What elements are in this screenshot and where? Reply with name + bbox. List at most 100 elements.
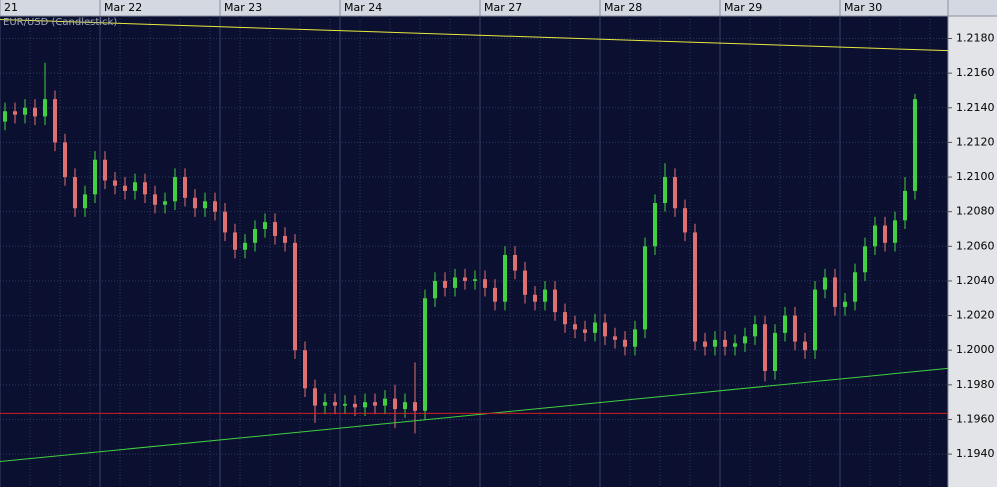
candle-body — [263, 222, 267, 229]
candle-body — [463, 277, 467, 281]
candle-body — [543, 289, 547, 302]
x-tick-label: Mar 28 — [604, 1, 642, 14]
candle-body — [643, 246, 647, 330]
candle-body — [803, 341, 807, 351]
y-tick-label: 1.2040 — [956, 274, 995, 287]
y-tick-label: 1.2100 — [956, 170, 995, 183]
price-axis-strip — [948, 16, 997, 487]
candle-body — [153, 194, 157, 205]
candle-body — [843, 301, 847, 307]
candle-body — [623, 339, 627, 347]
candle-body — [303, 350, 307, 389]
candle-body — [763, 324, 767, 371]
candle-body — [853, 272, 857, 302]
candle-body — [213, 201, 217, 212]
date-axis-strip — [0, 0, 997, 16]
candle-body — [323, 402, 327, 406]
candle-body — [573, 324, 577, 330]
y-tick-label: 1.2120 — [956, 135, 995, 148]
y-tick-label: 1.2060 — [956, 239, 995, 252]
candle-body — [733, 343, 737, 347]
candle-body — [413, 402, 417, 411]
candle-body — [523, 270, 527, 295]
candle-body — [703, 341, 707, 347]
x-tick-label: Mar 30 — [844, 1, 882, 14]
trend-line — [0, 18, 949, 52]
candle-body — [13, 111, 17, 115]
y-tick-label: 1.1980 — [956, 378, 995, 391]
x-tick-label: 21 — [4, 1, 18, 14]
candle-body — [443, 280, 447, 288]
candle-body — [823, 277, 827, 290]
y-tick-label: 1.1940 — [956, 447, 995, 460]
candle-body — [83, 194, 87, 209]
candle-body — [433, 280, 437, 299]
candle-body — [893, 220, 897, 243]
y-tick-label: 1.2080 — [956, 205, 995, 218]
candle-body — [333, 402, 337, 406]
candle-body — [3, 111, 7, 122]
candle-body — [563, 312, 567, 325]
y-tick-label: 1.2140 — [956, 101, 995, 114]
candle-body — [783, 315, 787, 333]
candle-body — [283, 235, 287, 243]
candle-body — [193, 197, 197, 209]
candle-body — [183, 177, 187, 198]
chart-title: EUR/USD (Candlestick) — [3, 17, 117, 28]
candle-body — [673, 177, 677, 209]
x-tick-label: Mar 23 — [224, 1, 262, 14]
candle-body — [483, 279, 487, 288]
candle-body — [713, 339, 717, 347]
candle-body — [103, 159, 107, 181]
candle-body — [913, 99, 917, 191]
candle-body — [73, 177, 77, 209]
x-tick-label: Mar 27 — [484, 1, 522, 14]
candle-body — [423, 298, 427, 411]
x-tick-label: Mar 29 — [724, 1, 762, 14]
candle-body — [163, 201, 167, 205]
candle-body — [113, 180, 117, 186]
candle-body — [233, 232, 237, 250]
candle-body — [553, 289, 557, 313]
candle-body — [363, 402, 367, 408]
candle-body — [603, 322, 607, 337]
candle-body — [173, 177, 177, 202]
candle-body — [253, 228, 257, 243]
candle-body — [773, 332, 777, 371]
candle-body — [273, 222, 277, 236]
candle-body — [753, 324, 757, 337]
candle-body — [43, 99, 47, 117]
y-tick-label: 1.2180 — [956, 32, 995, 45]
candle-body — [593, 322, 597, 333]
candle-body — [633, 329, 637, 347]
candle-body — [353, 403, 357, 408]
y-tick-label: 1.2000 — [956, 343, 995, 356]
trend-line — [0, 367, 949, 463]
y-tick-label: 1.1960 — [956, 412, 995, 425]
candle-body — [343, 403, 347, 406]
x-tick-label: Mar 22 — [104, 1, 142, 14]
candle-body — [503, 254, 507, 302]
candle-body — [833, 277, 837, 307]
candle-body — [533, 294, 537, 302]
candle-body — [743, 336, 747, 344]
candle-body — [223, 211, 227, 233]
candle-body — [313, 388, 317, 406]
candle-body — [863, 246, 867, 273]
candle-body — [813, 289, 817, 351]
candle-body — [403, 402, 407, 410]
x-tick-label: Mar 24 — [344, 1, 382, 14]
candle-body — [663, 177, 667, 204]
candle-body — [133, 182, 137, 191]
candle-body — [613, 336, 617, 340]
candle-body — [723, 339, 727, 347]
candle-body — [653, 203, 657, 247]
candle-body — [393, 398, 397, 410]
candle-body — [493, 287, 497, 302]
candle-body — [383, 398, 387, 406]
candle-body — [123, 185, 127, 191]
y-tick-label: 1.2020 — [956, 309, 995, 322]
